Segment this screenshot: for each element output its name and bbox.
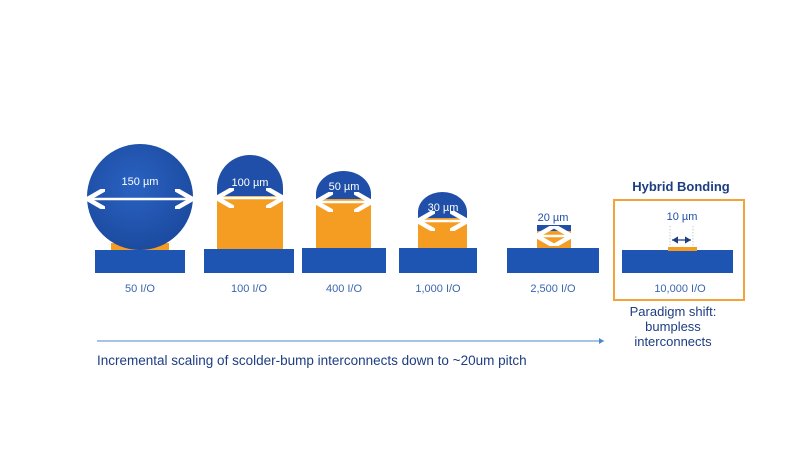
note-line: Paradigm shift: xyxy=(630,304,717,319)
substrate xyxy=(507,248,599,273)
dimension-label: 30 µm xyxy=(428,202,459,214)
io-label: 2,500 I/O xyxy=(530,283,576,295)
solder-ball xyxy=(87,144,193,250)
hybrid-title: Hybrid Bonding xyxy=(632,179,730,194)
io-label: 400 I/O xyxy=(326,283,363,295)
dimension-label: 20 µm xyxy=(538,212,569,224)
bump-100um: 100 µm 100 I/O xyxy=(204,155,294,295)
dimension-label: 150 µm xyxy=(122,176,159,188)
solder-cap xyxy=(217,155,283,198)
copper-pillar xyxy=(316,199,371,248)
note-line: bumpless xyxy=(645,319,701,334)
bump-150um: 150 µm 50 I/O xyxy=(87,144,193,295)
io-label: 10,000 I/O xyxy=(654,283,706,295)
substrate xyxy=(399,248,477,273)
io-label: 100 I/O xyxy=(231,283,268,295)
io-label: 50 I/O xyxy=(125,283,155,295)
highlight-box xyxy=(613,199,745,301)
bump-20um: 20 µm 2,500 I/O xyxy=(507,212,599,295)
bump-50um: 50 µm 400 I/O xyxy=(302,171,386,295)
bump-30um: 30 µm 1,000 I/O xyxy=(399,192,477,295)
copper-pillar xyxy=(418,218,467,248)
hybrid-bonding: Hybrid Bonding 10 µm 10,000 I/O Paradigm… xyxy=(613,179,745,349)
substrate xyxy=(204,249,294,273)
dimension-label: 50 µm xyxy=(329,181,360,193)
note-line: interconnects xyxy=(634,334,712,349)
dimension-label: 100 µm xyxy=(232,177,269,189)
bond-pad xyxy=(668,247,697,251)
copper-pillar xyxy=(217,196,283,249)
copper-pillar xyxy=(537,231,571,248)
substrate xyxy=(302,248,386,273)
substrate xyxy=(95,250,185,273)
caption: Incremental scaling of scolder-bump inte… xyxy=(97,353,527,368)
substrate xyxy=(622,250,733,273)
dimension-label: 10 µm xyxy=(667,211,698,223)
io-label: 1,000 I/O xyxy=(415,283,461,295)
solder-cap xyxy=(537,225,571,231)
